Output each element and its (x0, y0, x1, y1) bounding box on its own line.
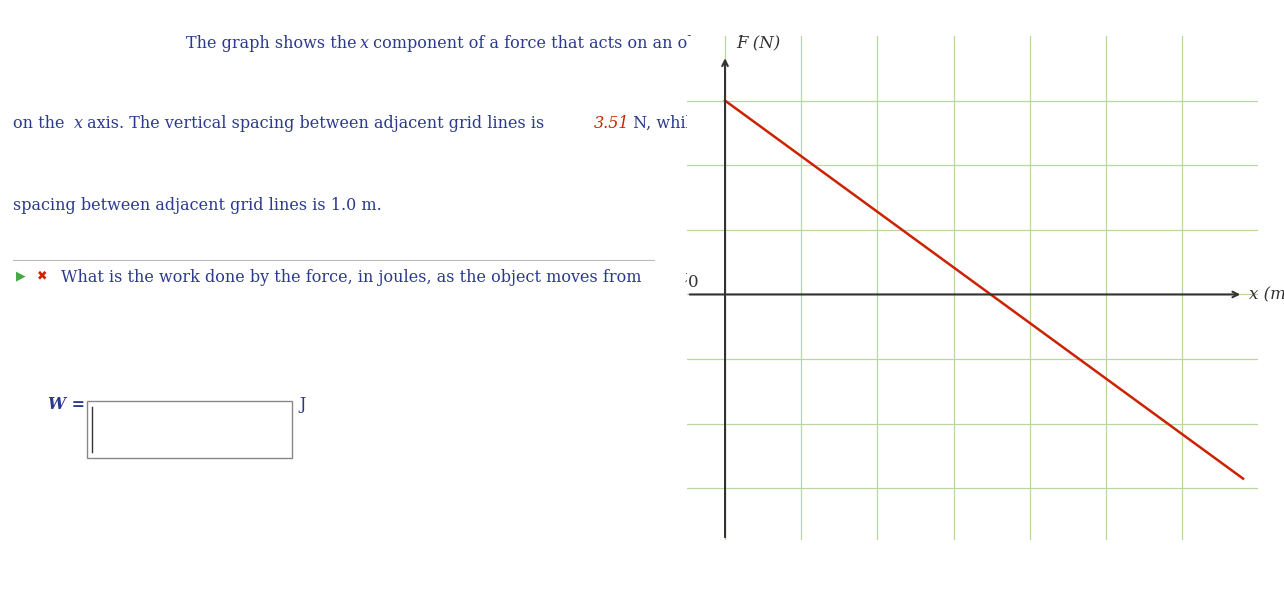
Text: ✖: ✖ (37, 269, 48, 283)
Text: =: = (693, 269, 718, 286)
Text: axis. The vertical spacing between adjacent grid lines is: axis. The vertical spacing between adjac… (82, 115, 550, 132)
Text: The graph shows the: The graph shows the (186, 35, 362, 52)
Text: 7: 7 (815, 269, 826, 286)
Text: J: J (299, 397, 306, 413)
Text: W =: W = (49, 397, 85, 413)
Text: 3.51: 3.51 (593, 115, 629, 132)
Text: ▶: ▶ (15, 269, 26, 283)
FancyBboxPatch shape (87, 401, 291, 458)
Text: N, while the horizontal: N, while the horizontal (628, 115, 819, 132)
Text: What is the work done by the force, in joules, as the object moves from: What is the work done by the force, in j… (60, 269, 647, 286)
Text: 0: 0 (688, 274, 698, 291)
Text: F (N): F (N) (737, 35, 781, 52)
Text: component of a force that acts on an object that moves: component of a force that acts on an obj… (369, 35, 823, 52)
Text: =: = (788, 269, 813, 286)
Text: x: x (360, 35, 369, 52)
Text: on the: on the (13, 115, 69, 132)
Text: x (m): x (m) (1249, 286, 1284, 303)
Text: x: x (686, 269, 695, 286)
Text: 4: 4 (719, 269, 729, 286)
Text: spacing between adjacent grid lines is 1.0 m.: spacing between adjacent grid lines is 1… (13, 197, 381, 214)
Text: m?: m? (824, 269, 853, 286)
Text: x: x (781, 269, 790, 286)
Text: m to: m to (728, 269, 776, 286)
Text: x: x (73, 115, 82, 132)
